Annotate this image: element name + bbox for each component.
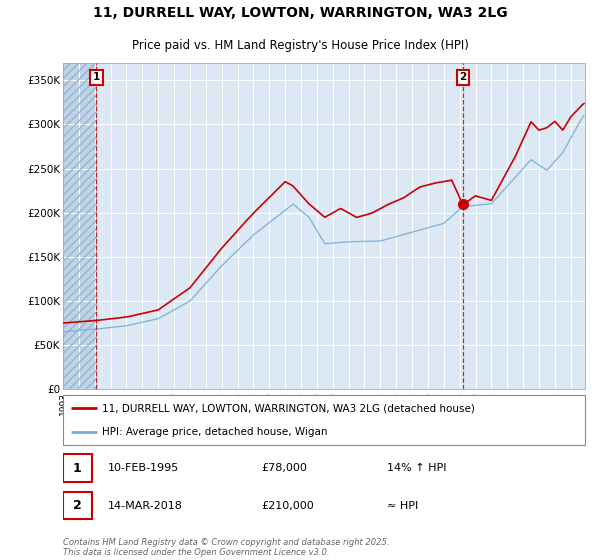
Text: £78,000: £78,000 [262,463,307,473]
Text: 10-FEB-1995: 10-FEB-1995 [107,463,179,473]
Text: Price paid vs. HM Land Registry's House Price Index (HPI): Price paid vs. HM Land Registry's House … [131,39,469,53]
FancyBboxPatch shape [63,492,92,520]
Text: 11, DURRELL WAY, LOWTON, WARRINGTON, WA3 2LG: 11, DURRELL WAY, LOWTON, WARRINGTON, WA3… [92,6,508,20]
Text: ≈ HPI: ≈ HPI [386,501,418,511]
Text: 11, DURRELL WAY, LOWTON, WARRINGTON, WA3 2LG (detached house): 11, DURRELL WAY, LOWTON, WARRINGTON, WA3… [102,403,475,413]
Text: 1: 1 [73,461,82,474]
Text: 14% ↑ HPI: 14% ↑ HPI [386,463,446,473]
Text: £210,000: £210,000 [262,501,314,511]
Text: HPI: Average price, detached house, Wigan: HPI: Average price, detached house, Wiga… [102,427,328,437]
Text: 2: 2 [459,72,466,82]
Text: 1: 1 [92,72,100,82]
Bar [63,63,97,389]
Bar [63,63,97,389]
FancyBboxPatch shape [63,454,92,482]
Text: 14-MAR-2018: 14-MAR-2018 [107,501,182,511]
FancyBboxPatch shape [63,395,585,445]
Text: 2: 2 [73,499,82,512]
Text: Contains HM Land Registry data © Crown copyright and database right 2025.
This d: Contains HM Land Registry data © Crown c… [63,538,389,557]
